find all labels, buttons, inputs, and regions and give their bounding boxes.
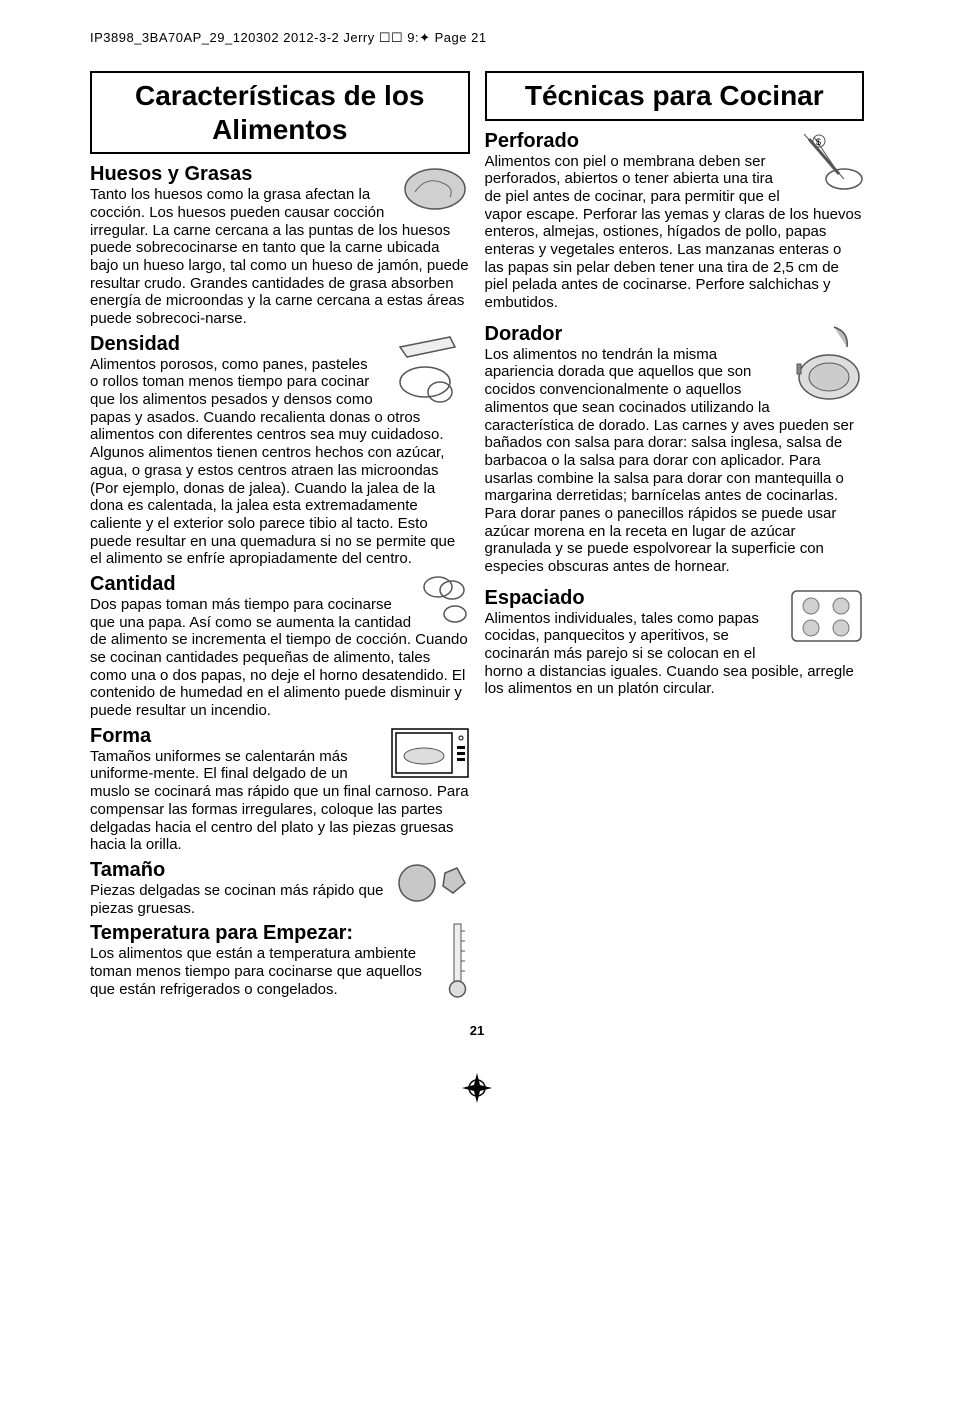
bottom-marker [90,1068,864,1114]
meat-icon [400,162,470,217]
dish-brush-icon [789,322,864,407]
thermometer-icon [445,921,470,1001]
section-forma: Forma Tamaños uniformes se calentarán má… [90,722,470,854]
section-espaciado: Espaciado Alimentos individuales, tales … [485,584,865,698]
main-title-right: Técnicas para Cocinar [485,71,865,121]
body-text: Los alimentos que están a temperatura am… [90,945,470,998]
header-line: IP3898_3BA70AP_29_120302 2012-3-2 Jerry … [90,30,864,46]
section-title: Cantidad [90,573,470,595]
svg-text:$: $ [816,137,821,147]
page-number: 21 [90,1023,864,1038]
section-title: Temperatura para Empezar: [90,922,470,944]
left-column: Características de los Alimentos Huesos … [90,71,470,1003]
section-huesos: Huesos y Grasas Tanto los huesos como la… [90,160,470,328]
section-perforado: $ Perforado Alimentos con piel o membran… [485,127,865,312]
body-text: Dos papas toman más tiempo para cocinars… [90,596,470,720]
section-densidad: Densidad Alimentos porosos, como panes, … [90,330,470,568]
whisk-icon: $ [789,129,864,199]
spacing-icon [789,586,864,646]
main-title-left: Características de los Alimentos [90,71,470,154]
potatoes-icon [420,572,470,627]
section-temperatura: Temperatura para Empezar: Los alimentos … [90,919,470,1001]
section-dorador: Dorador Los alimentos no tendrán la mism… [485,320,865,576]
section-tamano: Tamaño Piezas delgadas se cocinan más rá… [90,856,470,917]
pieces-icon [395,858,470,908]
bread-icon [385,332,470,407]
microwave-icon [390,724,470,779]
right-column: Técnicas para Cocinar $ Perforado Alimen… [485,71,865,1003]
section-cantidad: Cantidad Dos papas toman más tiempo para… [90,570,470,720]
